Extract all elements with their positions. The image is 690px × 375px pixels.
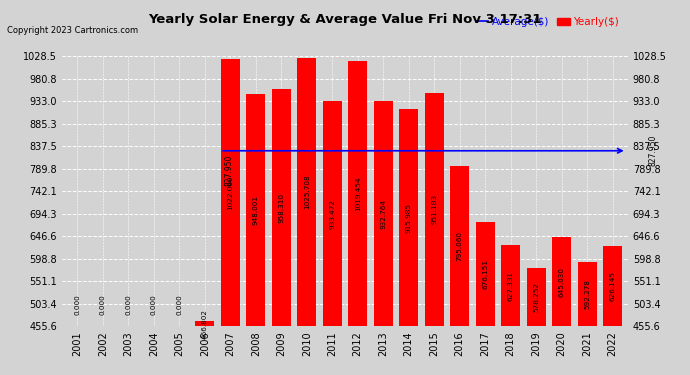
Text: 958.310: 958.310 [278,193,284,223]
Bar [475,222,495,326]
Text: 626.145: 626.145 [609,271,615,301]
Text: Yearly Solar Energy & Average Value Fri Nov 3 17:31: Yearly Solar Energy & Average Value Fri … [148,13,542,26]
Text: 0.000: 0.000 [75,294,81,315]
Bar [221,59,240,326]
Text: 948.001: 948.001 [253,195,259,225]
Text: 933.472: 933.472 [329,199,335,229]
Bar [323,101,342,326]
Bar [399,109,418,326]
Text: 915.985: 915.985 [406,203,412,233]
Text: 592.278: 592.278 [584,279,590,309]
Text: 951.183: 951.183 [431,195,437,225]
Text: 578.252: 578.252 [533,282,539,312]
Text: 827.950: 827.950 [649,135,658,166]
Text: 676.151: 676.151 [482,259,489,289]
Text: 0.000: 0.000 [126,294,131,315]
Text: 932.764: 932.764 [380,199,386,229]
Bar [297,58,316,326]
Text: 466.802: 466.802 [201,309,208,339]
Bar [424,93,444,326]
Bar [552,237,571,326]
Text: 827.950: 827.950 [224,154,233,186]
Text: 1019.454: 1019.454 [355,176,361,211]
Bar [450,166,469,326]
Text: 0.000: 0.000 [100,294,106,315]
Bar [348,60,367,326]
Legend: Average($), Yearly($): Average($), Yearly($) [472,13,622,31]
Text: 0.000: 0.000 [177,294,182,315]
Text: 795.060: 795.060 [457,231,463,261]
Bar [578,262,597,326]
Bar [195,321,215,326]
Bar [603,246,622,326]
Text: Copyright 2023 Cartronics.com: Copyright 2023 Cartronics.com [7,26,138,35]
Text: 627.331: 627.331 [508,271,513,301]
Text: 645.030: 645.030 [559,267,564,297]
Bar [374,101,393,326]
Bar [501,245,520,326]
Bar [246,94,266,326]
Text: 1025.708: 1025.708 [304,175,310,209]
Bar [526,268,546,326]
Bar [272,89,291,326]
Text: 1022.069: 1022.069 [227,176,233,210]
Text: 0.000: 0.000 [151,294,157,315]
